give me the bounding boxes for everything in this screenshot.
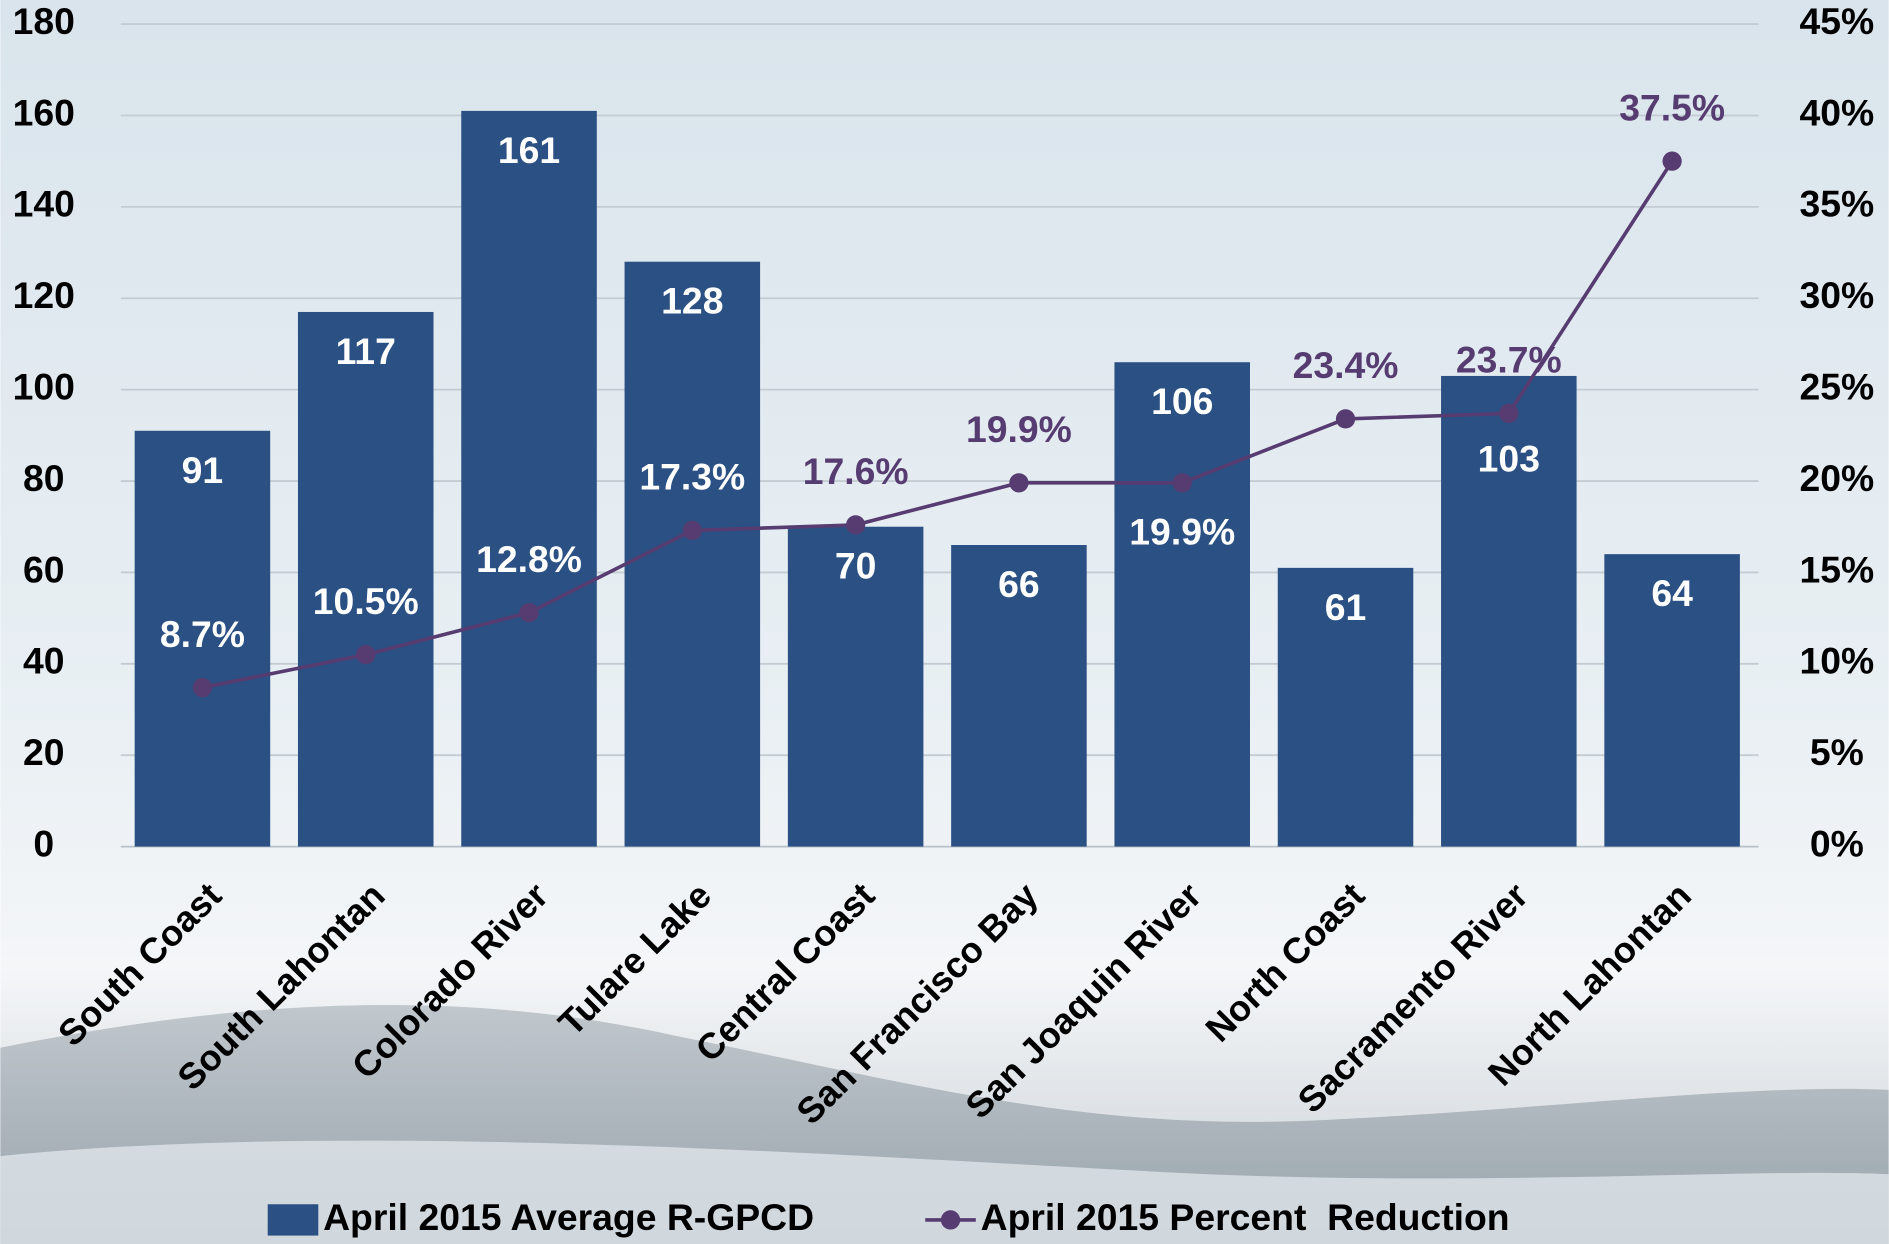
- page: {"chart_data": {"type": "bar", "categori…: [0, 0, 1889, 1244]
- bar-value-label: 61: [1325, 586, 1367, 628]
- line-marker: [356, 645, 375, 664]
- line-marker: [1499, 404, 1518, 423]
- y-tick-label: 60: [23, 548, 65, 590]
- y-tick-label: 140: [13, 183, 75, 225]
- line-value-label: 10.5%: [313, 580, 419, 622]
- line-value-label: 12.8%: [476, 538, 582, 580]
- y2-tick-label: 15%: [1799, 548, 1874, 590]
- y-tick-label: 20: [23, 731, 65, 773]
- bar-value-label: 66: [998, 563, 1040, 605]
- y2-tick-label: 30%: [1799, 274, 1874, 316]
- y-tick-label: 40: [23, 640, 65, 682]
- legend-swatch-marker: [941, 1210, 960, 1229]
- y-tick-label: 120: [13, 274, 75, 316]
- y2-tick-label: 5%: [1810, 731, 1864, 773]
- y-tick-label: 160: [13, 91, 75, 133]
- line-marker: [1662, 152, 1681, 171]
- bar-value-label: 91: [182, 449, 224, 491]
- bar-value-label: 117: [336, 330, 396, 372]
- y2-tick-label: 40%: [1799, 91, 1874, 133]
- y-tick-label: 0: [33, 822, 54, 864]
- y2-tick-label: 0%: [1810, 822, 1864, 864]
- line-value-label: 19.9%: [966, 408, 1072, 450]
- bar-value-label: 64: [1651, 572, 1693, 614]
- y2-tick-label: 45%: [1799, 0, 1874, 42]
- line-marker: [1336, 409, 1355, 428]
- bar-value-label: 106: [1151, 380, 1213, 422]
- bar-value-label: 161: [498, 129, 560, 171]
- bar: [1114, 362, 1250, 846]
- bar-value-label: 103: [1478, 437, 1540, 479]
- line-marker: [193, 678, 212, 697]
- chart: 0 20 40 60 80 100 120 140 160 180 0% 5% 10% 15% 20% 25%…: [0, 0, 1889, 1244]
- line-value-label: 17.6%: [803, 450, 909, 492]
- line-marker: [1009, 473, 1028, 492]
- line-marker: [846, 515, 865, 534]
- bar-value-label: 128: [661, 280, 723, 322]
- legend-label: April 2015 Average R-GPCD: [323, 1196, 814, 1238]
- bar: [461, 111, 597, 847]
- y-tick-label: 180: [13, 0, 75, 42]
- line-value-label: 19.9%: [1129, 511, 1235, 553]
- bar-value-label: 70: [835, 545, 877, 587]
- line-value-label: 8.7%: [160, 613, 245, 655]
- y-tick-label: 100: [13, 366, 75, 408]
- y2-tick-label: 20%: [1799, 457, 1874, 499]
- legend-label: April 2015 Percent Reduction: [981, 1196, 1510, 1238]
- y2-tick-label: 35%: [1799, 183, 1874, 225]
- line-marker: [519, 603, 538, 622]
- y2-tick-label: 10%: [1799, 640, 1874, 682]
- line-value-label: 23.7%: [1456, 339, 1562, 381]
- line-marker: [1173, 473, 1192, 492]
- line-marker: [683, 521, 702, 540]
- y-tick-label: 80: [23, 457, 65, 499]
- line-value-label: 37.5%: [1619, 86, 1725, 128]
- legend-swatch: [268, 1204, 319, 1235]
- line-value-label: 17.3%: [639, 456, 745, 498]
- y2-tick-label: 25%: [1799, 366, 1874, 408]
- line-value-label: 23.4%: [1293, 344, 1399, 386]
